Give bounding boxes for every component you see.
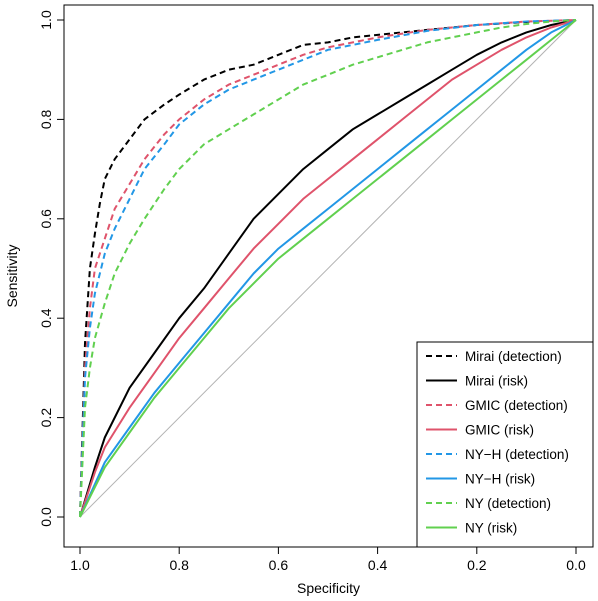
y-tick-label: 0.6 — [38, 209, 54, 229]
x-tick-label: 0.2 — [467, 557, 487, 573]
series-line-6 — [79, 19, 577, 518]
series-layer — [79, 19, 577, 518]
legend-label: NY (detection) — [465, 496, 551, 511]
y-tick-label: 0.8 — [38, 109, 54, 129]
legend: Mirai (detection) Mirai (risk) GMIC (detec… — [416, 341, 594, 548]
x-tick-label: 0.0 — [566, 557, 586, 573]
legend-label: GMIC (detection) — [465, 398, 568, 413]
x-axis-title: Specificity — [297, 580, 360, 596]
legend-label: GMIC (risk) — [465, 423, 534, 438]
y-tick-label: 0.4 — [38, 308, 54, 328]
legend-box — [416, 341, 594, 548]
x-tick-label: 0.8 — [169, 557, 189, 573]
series-line-1 — [79, 19, 577, 518]
y-axis-title: Sensitivity — [4, 244, 20, 307]
y-tick-label: 0.0 — [38, 507, 54, 527]
y-tick-label: 0.2 — [38, 408, 54, 428]
legend-label: Mirai (detection) — [465, 349, 562, 364]
series-line-7 — [79, 19, 577, 518]
x-tick-label: 0.4 — [368, 557, 388, 573]
legend-label: NY−H (detection) — [465, 447, 569, 462]
x-axis: 1.0 0.8 0.6 0.4 0.2 0.0 — [70, 546, 586, 573]
x-tick-label: 0.6 — [269, 557, 289, 573]
y-tick-label: 1.0 — [38, 10, 54, 30]
x-tick-label: 1.0 — [70, 557, 90, 573]
legend-label: NY−H (risk) — [465, 472, 535, 487]
legend-label: Mirai (risk) — [465, 374, 528, 389]
series-line-4 — [79, 19, 577, 518]
y-axis: 0.0 0.2 0.4 0.6 0.8 1.0 — [38, 10, 65, 527]
legend-label: NY (risk) — [465, 521, 517, 536]
series-line-3 — [79, 19, 577, 518]
reference-diagonal-line — [79, 19, 577, 518]
series-line-5 — [79, 19, 577, 518]
series-line-2 — [79, 19, 577, 518]
